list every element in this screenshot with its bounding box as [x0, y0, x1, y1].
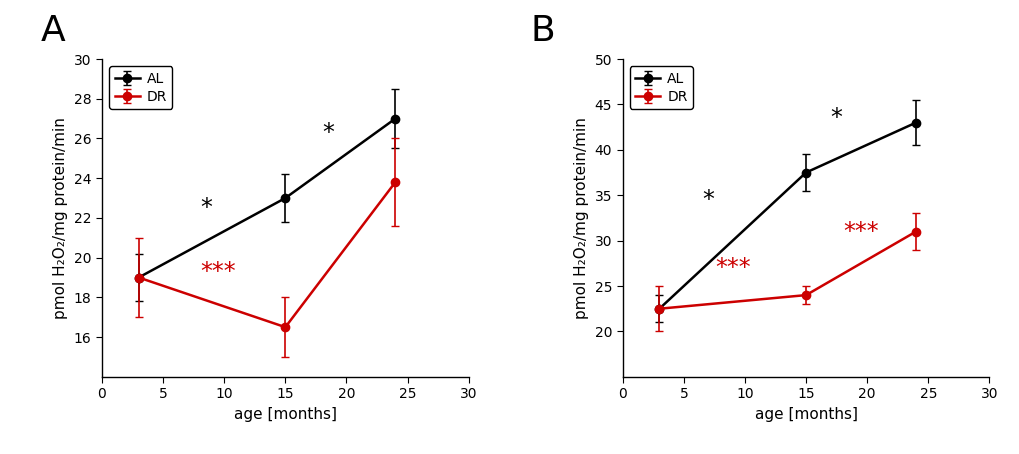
Legend: AL, DR: AL, DR — [629, 66, 692, 109]
Text: *: * — [829, 106, 842, 130]
Y-axis label: pmol H₂O₂/mg protein/min: pmol H₂O₂/mg protein/min — [53, 117, 68, 319]
Text: ***: *** — [714, 256, 750, 280]
Text: A: A — [41, 14, 65, 48]
Y-axis label: pmol H₂O₂/mg protein/min: pmol H₂O₂/mg protein/min — [574, 117, 589, 319]
X-axis label: age [months]: age [months] — [754, 407, 857, 422]
X-axis label: age [months]: age [months] — [233, 407, 336, 422]
Text: B: B — [530, 14, 554, 48]
Text: ***: *** — [843, 220, 878, 243]
Legend: AL, DR: AL, DR — [109, 66, 172, 109]
Text: ***: *** — [200, 260, 235, 284]
Text: *: * — [322, 120, 334, 144]
Text: *: * — [200, 196, 212, 220]
Text: *: * — [702, 188, 713, 212]
